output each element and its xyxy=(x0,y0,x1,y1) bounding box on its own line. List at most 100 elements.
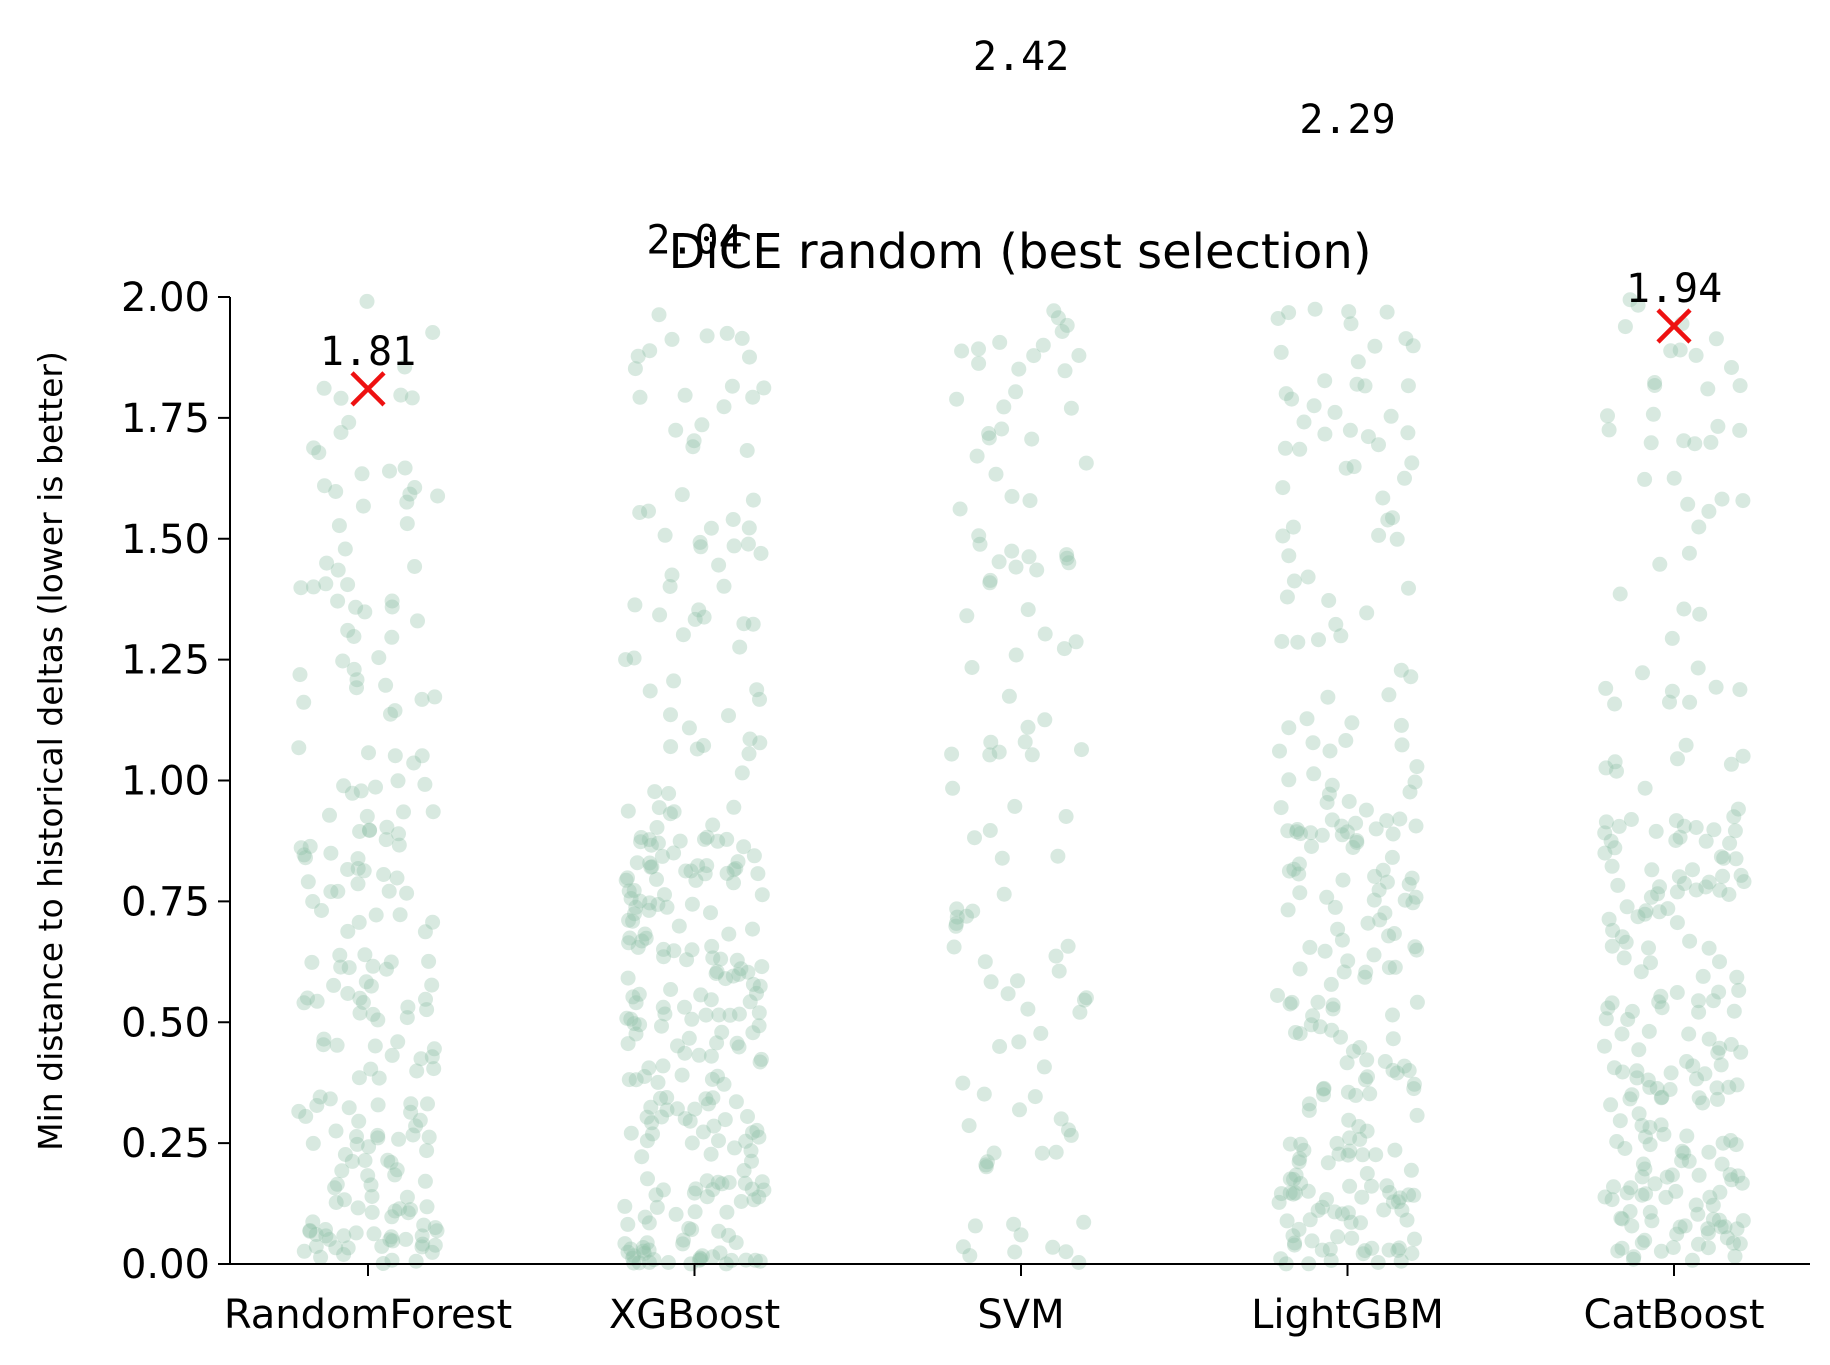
data-point xyxy=(1358,1072,1373,1088)
data-point xyxy=(429,1223,445,1239)
data-point xyxy=(1620,1012,1636,1027)
data-point xyxy=(318,1228,334,1244)
data-point xyxy=(1316,1081,1331,1097)
data-point xyxy=(684,896,700,912)
data-point xyxy=(981,430,997,446)
data-point xyxy=(1403,1162,1419,1178)
data-point xyxy=(684,942,700,958)
data-point xyxy=(1328,616,1344,632)
data-point xyxy=(1314,827,1330,843)
data-point xyxy=(629,855,645,871)
data-point xyxy=(744,1153,759,1169)
data-point xyxy=(645,1126,660,1142)
data-point xyxy=(1291,1154,1307,1170)
data-point xyxy=(711,1007,727,1023)
data-point xyxy=(1072,1004,1088,1020)
data-point xyxy=(1288,1167,1304,1183)
data-point xyxy=(699,1173,715,1189)
data-point xyxy=(1277,440,1293,456)
data-point xyxy=(1610,1243,1626,1259)
data-point xyxy=(358,974,374,990)
data-point xyxy=(1364,1240,1380,1256)
data-point xyxy=(399,1189,415,1205)
data-point xyxy=(660,1255,676,1270)
data-point xyxy=(1701,874,1717,890)
data-point xyxy=(1310,1202,1326,1218)
data-point xyxy=(745,976,761,992)
data-point xyxy=(335,653,351,669)
data-point xyxy=(1302,939,1318,955)
data-point xyxy=(650,1074,666,1090)
data-point xyxy=(1401,1063,1417,1078)
data-point xyxy=(1357,378,1373,394)
data-point xyxy=(402,486,418,502)
data-point xyxy=(1407,774,1423,790)
data-point xyxy=(1624,1003,1640,1019)
data-point xyxy=(1685,1058,1701,1074)
data-point xyxy=(1311,632,1326,648)
data-point xyxy=(967,1218,983,1234)
data-point xyxy=(350,861,366,876)
data-point xyxy=(1401,580,1416,596)
data-point xyxy=(1317,426,1333,442)
data-point xyxy=(1393,1253,1409,1269)
data-point xyxy=(1692,606,1708,622)
data-point xyxy=(1600,408,1615,424)
data-point xyxy=(643,1099,659,1115)
data-point xyxy=(948,915,964,931)
data-point xyxy=(1623,1180,1639,1196)
data-point xyxy=(1048,948,1064,964)
best-value-label: 2.29 xyxy=(1299,97,1395,143)
data-point xyxy=(340,622,356,638)
data-point xyxy=(1713,1057,1729,1073)
data-point xyxy=(1671,869,1687,885)
data-point xyxy=(651,307,667,323)
data-point xyxy=(1352,1040,1368,1055)
data-point xyxy=(664,331,680,347)
data-point xyxy=(1710,418,1726,434)
data-point xyxy=(306,579,321,595)
data-point xyxy=(378,832,394,848)
data-point xyxy=(994,421,1010,437)
data-point xyxy=(1330,921,1346,937)
data-point xyxy=(736,839,752,855)
data-point xyxy=(385,1233,401,1249)
data-point xyxy=(693,539,709,555)
data-point xyxy=(1665,1240,1681,1255)
data-point xyxy=(623,1241,639,1257)
data-point xyxy=(1299,711,1315,727)
data-point xyxy=(1272,743,1287,759)
data-point xyxy=(1037,712,1053,728)
data-point xyxy=(992,1039,1008,1054)
data-point xyxy=(305,894,321,909)
data-point xyxy=(1389,1065,1405,1081)
data-point xyxy=(383,954,399,970)
data-point xyxy=(662,579,678,594)
data-point xyxy=(370,1012,386,1028)
data-point xyxy=(752,1054,768,1070)
data-point xyxy=(623,1125,639,1141)
data-point xyxy=(632,389,648,405)
data-point xyxy=(1664,630,1680,646)
data-point xyxy=(1691,1167,1707,1183)
data-point xyxy=(681,1030,697,1046)
data-point xyxy=(1008,559,1024,575)
data-point xyxy=(618,872,634,888)
data-point xyxy=(1285,519,1301,535)
data-point xyxy=(677,1045,693,1061)
data-point xyxy=(365,1006,381,1022)
data-point xyxy=(1701,940,1717,956)
data-point xyxy=(336,1228,352,1244)
data-point xyxy=(1668,833,1684,848)
data-point xyxy=(1669,884,1685,900)
data-point xyxy=(1394,1202,1410,1218)
data-point xyxy=(1695,968,1711,984)
data-point xyxy=(1706,822,1722,838)
data-point xyxy=(397,359,413,375)
data-point xyxy=(1407,1231,1422,1247)
data-point xyxy=(747,1252,763,1268)
data-point xyxy=(398,1231,414,1247)
data-point xyxy=(657,887,672,903)
data-point xyxy=(740,1109,755,1124)
data-point xyxy=(1273,800,1289,816)
